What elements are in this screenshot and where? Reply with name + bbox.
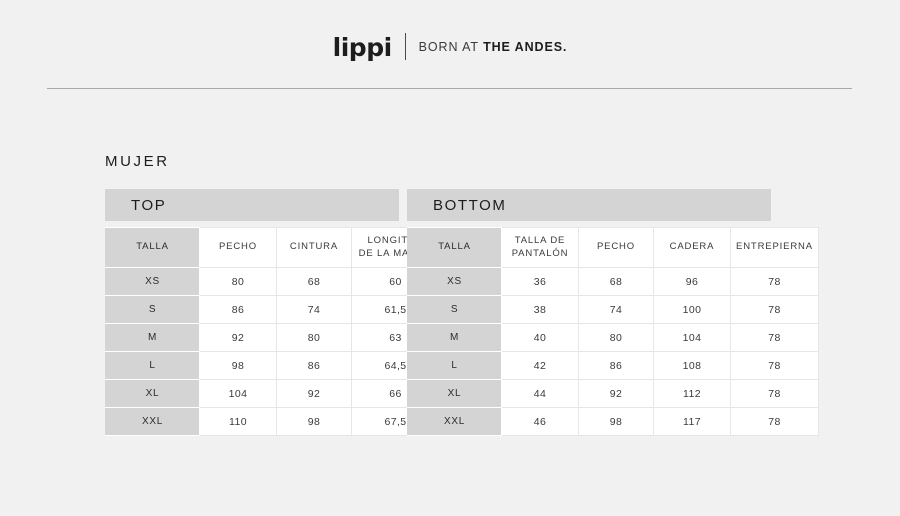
table-banner-bottom: BOTTOM: [407, 189, 771, 221]
table-bottom: TALLA TALLA DE PANTALÓN PECHO CADERA ENTREPIE…: [407, 227, 819, 436]
table-banner-top: TOP: [105, 189, 399, 221]
table-row: XS 36 68 96 78: [407, 267, 819, 296]
table-row: L 42 86 108 78: [407, 351, 819, 380]
table-body-bottom: XS 36 68 96 78 S 38 74 100 78 M 40 80 104 78 L 42 86 108 78…: [407, 267, 819, 436]
table-row: M 92 80 63: [105, 323, 440, 352]
table-row: S 86 74 61,5: [105, 295, 440, 324]
vertical-divider-icon: [404, 33, 406, 60]
cell-measurement: 74: [276, 295, 352, 324]
table-header-row: TALLA PECHO CINTURA LONGITUD DE LA MANGA: [105, 227, 440, 268]
cell-measurement: 74: [578, 295, 654, 324]
cell-measurement: 86: [276, 351, 352, 380]
header-divider-rule: [47, 88, 852, 89]
page-title: MUJER: [105, 153, 170, 170]
cell-size: S: [407, 295, 502, 324]
cell-measurement: 104: [653, 323, 731, 352]
cell-size: XL: [105, 379, 200, 408]
cell-measurement: 100: [653, 295, 731, 324]
cell-size: XS: [105, 267, 200, 296]
cell-measurement: 38: [501, 295, 579, 324]
cell-size: M: [105, 323, 200, 352]
cell-measurement: 98: [578, 407, 654, 436]
cell-size: L: [105, 351, 200, 380]
size-table-bottom: BOTTOM TALLA TALLA DE PANTALÓN PECHO CADERA E…: [407, 189, 819, 436]
cell-measurement: 78: [730, 351, 819, 380]
cell-size: M: [407, 323, 502, 352]
lippi-logo: lippi: [332, 33, 393, 62]
table-row: XL 44 92 112 78: [407, 379, 819, 408]
table-row: XS 80 68 60: [105, 267, 440, 296]
cell-size: XXL: [105, 407, 200, 436]
tagline-light-text: BORN AT: [418, 40, 484, 55]
column-header-pecho: PECHO: [199, 227, 277, 268]
column-header-cintura: CINTURA: [276, 227, 352, 268]
cell-measurement: 68: [276, 267, 352, 296]
cell-measurement: 110: [199, 407, 277, 436]
table-row: XXL 46 98 117 78: [407, 407, 819, 436]
size-table-top: TOP TALLA PECHO CINTURA LONGITUD DE LA MANGA…: [105, 189, 440, 436]
table-row: M 40 80 104 78: [407, 323, 819, 352]
cell-measurement: 78: [730, 407, 819, 436]
table-row: S 38 74 100 78: [407, 295, 819, 324]
brand-lockup: lippi BORN AT THE ANDES.: [0, 33, 900, 60]
table-head-top: TALLA PECHO CINTURA LONGITUD DE LA MANGA: [105, 227, 440, 268]
cell-measurement: 92: [199, 323, 277, 352]
table-top: TALLA PECHO CINTURA LONGITUD DE LA MANGA XS 8…: [105, 227, 440, 436]
brand-header: lippi BORN AT THE ANDES.: [0, 0, 900, 89]
cell-measurement: 98: [276, 407, 352, 436]
table-row: XXL 110 98 67,5: [105, 407, 440, 436]
cell-size: S: [105, 295, 200, 324]
cell-measurement: 98: [199, 351, 277, 380]
brand-tagline: BORN AT THE ANDES.: [419, 41, 568, 54]
cell-size: XXL: [407, 407, 502, 436]
table-row: L 98 86 64,5: [105, 351, 440, 380]
cell-size: XS: [407, 267, 502, 296]
table-head-bottom: TALLA TALLA DE PANTALÓN PECHO CADERA ENTREPIE…: [407, 227, 819, 268]
cell-measurement: 86: [199, 295, 277, 324]
cell-size: XL: [407, 379, 502, 408]
tagline-bold-text: THE ANDES.: [483, 40, 568, 55]
column-header-entrepierna: ENTREPIERNA: [730, 227, 819, 268]
column-header-cadera: CADERA: [653, 227, 731, 268]
column-header-talla: TALLA: [407, 227, 502, 268]
cell-measurement: 96: [653, 267, 731, 296]
cell-measurement: 78: [730, 295, 819, 324]
table-body-top: XS 80 68 60 S 86 74 61,5 M 92 80 63 L 98 86 64,5 XL 104 92…: [105, 267, 440, 436]
cell-measurement: 68: [578, 267, 654, 296]
cell-size: L: [407, 351, 502, 380]
table-row: XL 104 92 66: [105, 379, 440, 408]
cell-measurement: 86: [578, 351, 654, 380]
cell-measurement: 40: [501, 323, 579, 352]
column-header-talla-de-pantal-n: TALLA DE PANTALÓN: [501, 227, 579, 268]
table-header-row: TALLA TALLA DE PANTALÓN PECHO CADERA ENTREPIE…: [407, 227, 819, 268]
cell-measurement: 112: [653, 379, 731, 408]
cell-measurement: 46: [501, 407, 579, 436]
cell-measurement: 80: [199, 267, 277, 296]
cell-measurement: 92: [276, 379, 352, 408]
cell-measurement: 80: [578, 323, 654, 352]
cell-measurement: 92: [578, 379, 654, 408]
column-header-talla: TALLA: [105, 227, 200, 268]
cell-measurement: 78: [730, 323, 819, 352]
cell-measurement: 36: [501, 267, 579, 296]
cell-measurement: 44: [501, 379, 579, 408]
cell-measurement: 117: [653, 407, 731, 436]
cell-measurement: 108: [653, 351, 731, 380]
column-header-pecho: PECHO: [578, 227, 654, 268]
cell-measurement: 78: [730, 379, 819, 408]
cell-measurement: 78: [730, 267, 819, 296]
cell-measurement: 42: [501, 351, 579, 380]
cell-measurement: 104: [199, 379, 277, 408]
cell-measurement: 80: [276, 323, 352, 352]
